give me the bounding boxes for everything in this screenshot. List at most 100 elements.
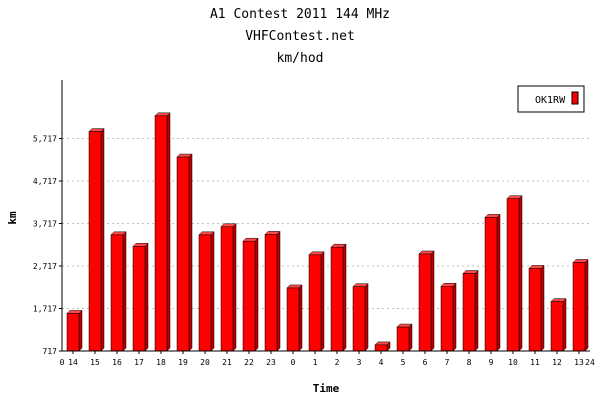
x-tick-label: 22 <box>244 358 254 367</box>
y-tick-label: 717 <box>43 347 58 356</box>
bar-front <box>330 246 344 352</box>
y-tick-label: 5,717 <box>33 135 57 144</box>
bar-9 <box>484 213 501 352</box>
bar-top <box>484 214 501 218</box>
bar-19 <box>176 153 193 352</box>
bar-15 <box>88 127 105 352</box>
bar-top <box>110 231 127 236</box>
bar-side <box>100 127 105 352</box>
bar-4 <box>374 341 391 352</box>
bar-front <box>418 253 432 352</box>
bar-front <box>528 268 542 352</box>
x-tick-label: 19 <box>178 358 188 367</box>
bar-side <box>342 243 347 352</box>
legend-label-ok1rw: OK1RW <box>535 95 566 106</box>
bar-front <box>220 226 234 352</box>
x-tick-label: 18 <box>156 358 166 367</box>
bar-12 <box>550 297 567 352</box>
bar-18 <box>154 112 171 352</box>
x-tick-label: 4 <box>379 358 384 367</box>
bar-side <box>188 153 193 352</box>
bar-11 <box>528 264 545 352</box>
bar-side <box>78 309 83 352</box>
bar-3 <box>352 283 369 352</box>
bar-21 <box>220 223 237 352</box>
bar-top <box>88 128 105 132</box>
bar-top <box>418 250 435 255</box>
bar-0 <box>286 284 303 352</box>
x-axis-title: Time <box>313 382 340 395</box>
y-tick-label: 4,717 <box>33 177 57 186</box>
x-tick-label: 2 <box>335 358 340 367</box>
bar-front <box>66 313 80 352</box>
legend: OK1RW <box>517 85 585 113</box>
bar-front <box>110 234 124 352</box>
bar-side <box>430 250 435 352</box>
x-tick-labels: 14 15 16 17 18 19 20 21 22 23 0 1 2 3 4 5 6 7 8 9 10 11 12 13 <box>68 351 584 367</box>
bar-side <box>584 258 589 352</box>
x-tick-label: 13 <box>574 358 584 367</box>
bar-top <box>132 243 149 247</box>
bar-side <box>364 283 369 352</box>
bar-top <box>440 283 457 287</box>
bar-top <box>528 265 545 269</box>
bar-side <box>122 231 127 352</box>
bar-top <box>550 298 567 302</box>
x-tick-label: 6 <box>423 358 428 367</box>
bar-top <box>154 112 171 117</box>
bar-top <box>286 284 303 289</box>
x-tick-label: 15 <box>90 358 100 367</box>
x-tick-label: 17 <box>134 358 144 367</box>
bars <box>66 112 589 352</box>
bar-top <box>396 323 413 328</box>
x-tick-label: 0 <box>291 358 296 367</box>
bar-side <box>562 297 567 352</box>
bar-top <box>176 153 193 158</box>
bar-top <box>506 195 523 199</box>
bar-front <box>286 287 300 352</box>
bar-side <box>518 195 523 352</box>
x-tick-label: 5 <box>401 358 406 367</box>
bar-side <box>320 251 325 352</box>
bar-23 <box>264 230 281 352</box>
x-tick-label: 21 <box>222 358 232 367</box>
bar-front <box>352 286 366 352</box>
bar-side <box>166 112 171 352</box>
x-tick-label: 1 <box>313 358 318 367</box>
axes <box>61 80 590 352</box>
bar-front <box>550 301 564 352</box>
bar-side <box>408 323 413 352</box>
bar-front <box>154 115 168 352</box>
bar-6 <box>418 250 435 352</box>
x-tick-label: 14 <box>68 358 78 367</box>
chart-subtitle-units: km/hod <box>277 51 324 66</box>
bar-side <box>496 213 501 352</box>
bar-side <box>254 237 259 352</box>
x-tick-label: 11 <box>530 358 540 367</box>
bar-front <box>462 273 476 352</box>
x-tick-label: 20 <box>200 358 210 367</box>
y-tick-label: 2,717 <box>33 262 57 271</box>
x-tick-label: 3 <box>357 358 362 367</box>
x-axis-end-label: 24 <box>585 358 595 367</box>
y-tick-labels: 717 1,717 2,717 3,717 4,717 5,717 <box>33 135 62 356</box>
bar-side <box>452 282 457 352</box>
bar-side <box>298 284 303 352</box>
bar-top <box>572 259 589 263</box>
bar-front <box>374 344 388 352</box>
bar-1 <box>308 251 325 352</box>
bar-2 <box>330 243 347 352</box>
bar-14 <box>66 309 83 352</box>
bar-side <box>276 230 281 352</box>
bar-side <box>540 264 545 352</box>
bar-8 <box>462 269 479 352</box>
x-tick-label: 16 <box>112 358 122 367</box>
bar-front <box>308 254 322 352</box>
y-tick-label: 3,717 <box>33 220 57 229</box>
x-axis-start-label: 0 <box>60 358 65 367</box>
bar-side <box>144 242 149 352</box>
bar-20 <box>198 231 215 352</box>
bar-front <box>396 326 410 352</box>
